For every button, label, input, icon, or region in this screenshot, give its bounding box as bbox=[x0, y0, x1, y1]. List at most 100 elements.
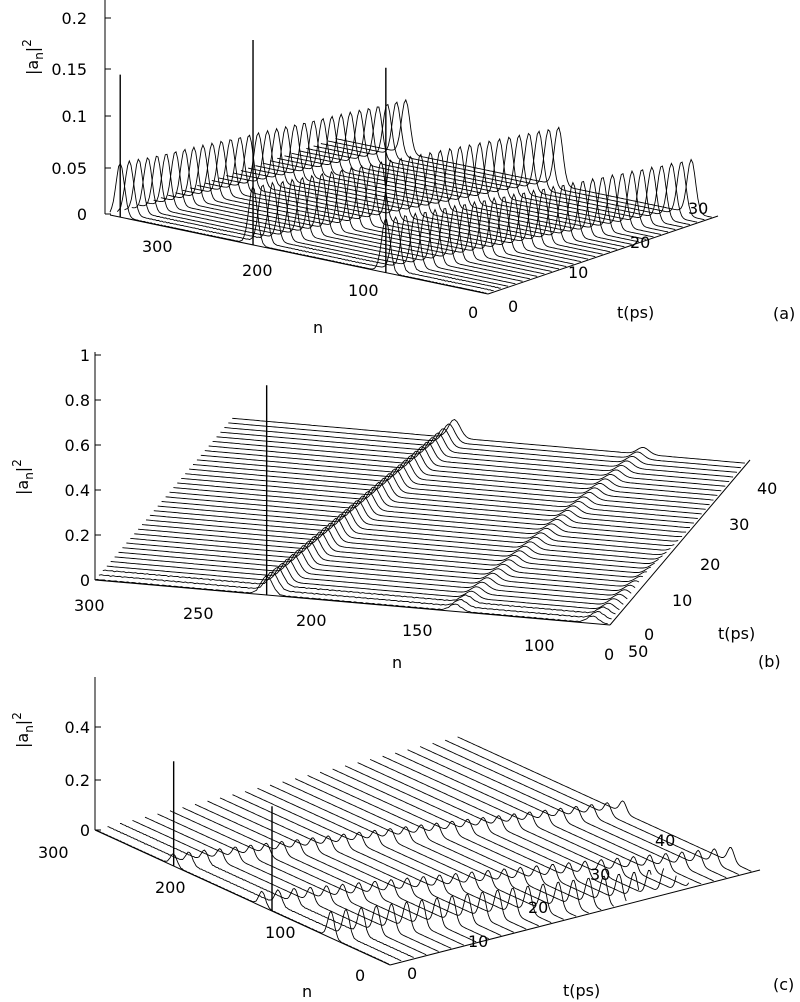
trace-line bbox=[165, 495, 679, 542]
n-tick-label: 200 bbox=[155, 878, 186, 897]
panel-label: (b) bbox=[758, 652, 781, 671]
t-tick-label: 20 bbox=[700, 555, 720, 574]
z-axis-label: |an|2 bbox=[10, 712, 36, 748]
t-tick-label: 0 bbox=[407, 964, 417, 983]
trace-line bbox=[153, 150, 530, 280]
trace-line bbox=[149, 513, 663, 560]
n-tick-label: 300 bbox=[142, 237, 173, 256]
trace-line bbox=[219, 797, 514, 933]
trace-line bbox=[175, 143, 552, 272]
trace-line bbox=[306, 107, 683, 228]
trace-line bbox=[269, 784, 564, 920]
trace-line bbox=[444, 739, 739, 875]
trace-line bbox=[194, 803, 489, 940]
z-tick-label: 0.6 bbox=[65, 436, 90, 455]
trace-line bbox=[220, 431, 734, 478]
trace-line bbox=[200, 454, 714, 501]
trace-line bbox=[110, 558, 624, 605]
trace-line bbox=[173, 486, 687, 533]
trace-line bbox=[232, 794, 527, 930]
n-tick-label: 200 bbox=[242, 261, 273, 280]
z-tick-label: 0.2 bbox=[65, 771, 90, 790]
trace-line bbox=[146, 153, 523, 282]
trace-line bbox=[307, 774, 602, 911]
z-axis-label: |an|2 bbox=[20, 39, 46, 75]
trace-line bbox=[228, 422, 741, 469]
trace-line bbox=[211, 134, 589, 260]
t-tick-label: 30 bbox=[688, 199, 708, 218]
n-tick-label: 150 bbox=[402, 621, 433, 640]
trace-line bbox=[192, 464, 706, 510]
z-tick-label: 0 bbox=[77, 205, 87, 224]
trace-line bbox=[208, 445, 722, 492]
trace-line bbox=[344, 765, 640, 894]
t-tick-label: 0 bbox=[508, 297, 518, 316]
t-tick-label: 40 bbox=[655, 831, 675, 850]
trace-line bbox=[204, 450, 718, 496]
trace-line bbox=[153, 509, 667, 556]
t-axis-label: t(ps) bbox=[617, 303, 654, 322]
trace-line bbox=[262, 120, 640, 243]
trace-line bbox=[145, 517, 659, 564]
trace-line bbox=[169, 490, 683, 538]
n-axis-line bbox=[109, 214, 489, 295]
trace-line bbox=[131, 157, 509, 287]
trace-line bbox=[126, 540, 640, 587]
n-axis-line bbox=[94, 579, 611, 626]
n-axis-label: n bbox=[313, 318, 323, 337]
trace-line bbox=[114, 554, 628, 600]
panel-label: (a) bbox=[773, 304, 795, 323]
n-tick-label: 0 bbox=[355, 966, 365, 985]
trace-line bbox=[98, 571, 612, 620]
trace-line bbox=[196, 459, 710, 506]
panel-label: (c) bbox=[773, 975, 794, 994]
z-tick-label: 0.8 bbox=[65, 391, 90, 410]
trace-line bbox=[218, 131, 596, 258]
trace-line bbox=[106, 562, 620, 611]
t-tick-label: 40 bbox=[757, 479, 777, 498]
n-tick-label: 100 bbox=[348, 281, 379, 300]
trace-line bbox=[212, 440, 726, 487]
trace-line bbox=[244, 791, 539, 927]
t-tick-label: 30 bbox=[729, 515, 749, 534]
trace-line bbox=[134, 531, 647, 578]
trace-line bbox=[240, 125, 618, 250]
trace-line bbox=[130, 535, 643, 582]
trace-line bbox=[182, 142, 560, 270]
trace-line bbox=[107, 826, 402, 962]
trace-line bbox=[182, 807, 477, 943]
z-tick-label: 0 bbox=[80, 571, 90, 590]
z-tick-label: 0.2 bbox=[62, 9, 87, 28]
z-axis-label: |an|2 bbox=[10, 459, 36, 495]
trace-line bbox=[257, 787, 552, 924]
z-tick-label: 0.05 bbox=[51, 159, 87, 178]
n-tick-label: 0 bbox=[468, 303, 478, 322]
t-axis-label: t(ps) bbox=[563, 981, 600, 1000]
trace-line bbox=[419, 746, 714, 882]
trace-line bbox=[157, 813, 452, 949]
trace-line bbox=[357, 762, 652, 892]
trace-line bbox=[224, 427, 738, 473]
n-tick-label: 100 bbox=[265, 923, 296, 942]
trace-line bbox=[232, 417, 745, 464]
trace-line bbox=[457, 736, 752, 872]
n-tick-label: 200 bbox=[296, 611, 327, 630]
trace-line bbox=[284, 112, 661, 235]
trace-line bbox=[226, 129, 603, 255]
n-axis-line bbox=[94, 829, 391, 966]
trace-line bbox=[277, 115, 654, 238]
trace-line bbox=[118, 549, 632, 596]
t-tick-label: 10 bbox=[672, 591, 692, 610]
trace-line bbox=[282, 781, 577, 917]
t-tick-label: 20 bbox=[528, 898, 548, 917]
t-axis-line bbox=[609, 459, 751, 626]
trace-line bbox=[382, 755, 677, 888]
t-axis-line bbox=[487, 215, 719, 295]
trace-line bbox=[313, 106, 691, 226]
t-tick-label: 0 bbox=[644, 625, 654, 644]
trace-line bbox=[157, 504, 671, 551]
t-axis-line bbox=[389, 869, 761, 966]
trace-line bbox=[233, 127, 610, 253]
z-tick-label: 0.2 bbox=[65, 526, 90, 545]
